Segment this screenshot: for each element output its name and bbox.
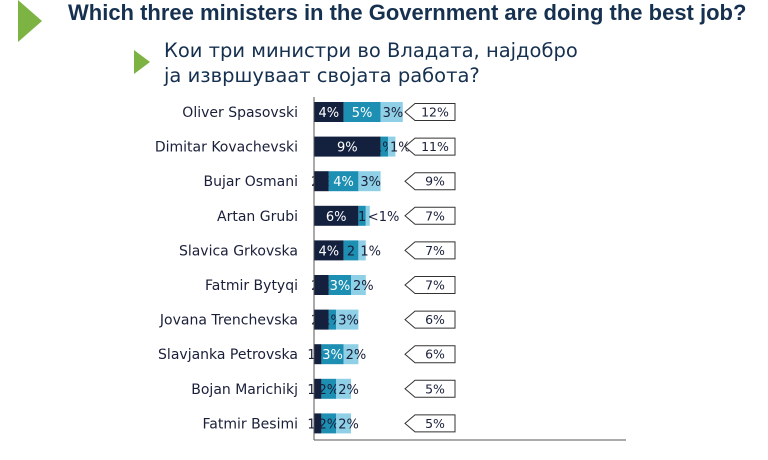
category-label: Artan Grubi bbox=[217, 209, 298, 225]
bar-segment bbox=[388, 136, 396, 157]
bar-segment bbox=[351, 275, 366, 295]
bar-segment bbox=[343, 102, 381, 122]
total-callout-box bbox=[404, 172, 456, 191]
bar-segment bbox=[314, 205, 359, 226]
total-callout-box bbox=[404, 103, 456, 121]
bar-segment bbox=[328, 309, 337, 330]
bar-segment bbox=[321, 344, 344, 365]
data-label: 4% bbox=[318, 244, 339, 259]
data-label: 3% bbox=[360, 175, 381, 190]
data-label: 2% bbox=[346, 348, 367, 363]
data-label: 6% bbox=[326, 210, 347, 225]
chart-title-macedonian: Кои три министри во Владата, најдобро ја… bbox=[164, 38, 578, 88]
bar-segment bbox=[314, 413, 322, 434]
total-label: 7% bbox=[425, 243, 445, 258]
category-label: Dimitar Kovachevski bbox=[155, 140, 298, 156]
green-arrow-small-icon bbox=[134, 50, 150, 74]
total-label: 6% bbox=[425, 312, 445, 327]
data-label: 2% bbox=[318, 417, 339, 432]
bar-segment bbox=[314, 275, 329, 295]
category-label: Bojan Marichikj bbox=[191, 382, 298, 398]
data-label: <1% bbox=[368, 210, 400, 225]
bar-segment bbox=[336, 378, 351, 399]
data-label: 3% bbox=[330, 279, 351, 294]
bar-segment bbox=[358, 171, 381, 192]
category-label: Fatmir Besimi bbox=[203, 416, 299, 432]
data-label: 5% bbox=[352, 106, 373, 121]
category-label: Slavjanka Petrovska bbox=[158, 347, 298, 363]
total-label: 5% bbox=[425, 381, 445, 396]
bar-segment bbox=[321, 413, 337, 434]
data-label: 2% bbox=[338, 417, 359, 432]
data-label: 1 bbox=[358, 210, 366, 225]
data-label: 2% bbox=[311, 279, 332, 294]
bar-segment bbox=[380, 102, 403, 122]
data-label: 1% bbox=[390, 141, 411, 156]
data-label: 2% bbox=[318, 383, 339, 398]
data-label: 3% bbox=[338, 314, 359, 329]
total-callout-box bbox=[404, 241, 456, 260]
total-callout-box bbox=[404, 137, 456, 156]
category-label: Oliver Spasovski bbox=[182, 105, 298, 121]
bar-segment bbox=[336, 309, 359, 330]
bar-segment bbox=[358, 205, 366, 226]
bar-segment bbox=[314, 102, 344, 122]
bar-segment bbox=[314, 240, 344, 261]
data-label: 2% bbox=[311, 314, 332, 329]
green-arrow-icon bbox=[18, 0, 42, 42]
total-callout-box bbox=[404, 310, 456, 329]
total-callout-box bbox=[404, 206, 456, 225]
data-label: 4% bbox=[318, 106, 339, 121]
data-label: 3% bbox=[322, 348, 343, 363]
category-label: Jovana Trenchevska bbox=[159, 313, 298, 329]
total-callout-box bbox=[404, 414, 456, 433]
bar-segment bbox=[314, 378, 322, 399]
chart-title-english: Which three ministers in the Government … bbox=[68, 0, 747, 25]
total-callout-box bbox=[404, 379, 456, 398]
total-label: 7% bbox=[425, 208, 445, 223]
data-label: 4% bbox=[333, 175, 354, 190]
bar-segment bbox=[328, 275, 351, 295]
data-label: 2 bbox=[347, 244, 355, 259]
data-label: 2% bbox=[338, 383, 359, 398]
data-label: 9% bbox=[337, 141, 358, 156]
total-label: 12% bbox=[421, 105, 449, 120]
total-label: 11% bbox=[421, 139, 449, 154]
data-label: 3% bbox=[383, 106, 404, 121]
bar-segment bbox=[343, 240, 359, 261]
bar-segment bbox=[314, 344, 322, 365]
bar-segment bbox=[314, 136, 381, 157]
total-label: 6% bbox=[425, 347, 445, 362]
bar-segment bbox=[365, 205, 370, 226]
total-label: 5% bbox=[425, 416, 445, 431]
data-label: 2% bbox=[353, 279, 374, 294]
category-label: Fatmir Bytyqi bbox=[205, 278, 298, 294]
bar-segment bbox=[358, 240, 366, 261]
title-mk-line-1: Кои три министри во Владата, најдобро bbox=[164, 39, 578, 62]
bar-segment bbox=[336, 413, 351, 434]
bar-segment bbox=[328, 171, 359, 192]
total-label: 9% bbox=[425, 174, 445, 189]
bar-segment bbox=[343, 344, 359, 365]
title-mk-line-2: ја извршуваат својата работа? bbox=[164, 64, 480, 87]
total-callout-box bbox=[404, 345, 456, 364]
total-label: 7% bbox=[425, 278, 445, 293]
bar-segment bbox=[321, 378, 337, 399]
bar-segment bbox=[314, 171, 329, 192]
bar-segment bbox=[314, 309, 329, 330]
data-label: 1% bbox=[360, 244, 381, 259]
data-label: 2% bbox=[311, 175, 332, 190]
category-label: Bujar Osmani bbox=[204, 174, 298, 190]
category-label: Slavica Grkovska bbox=[179, 243, 298, 259]
bar-segment bbox=[380, 136, 388, 157]
total-callout-box bbox=[404, 276, 456, 294]
